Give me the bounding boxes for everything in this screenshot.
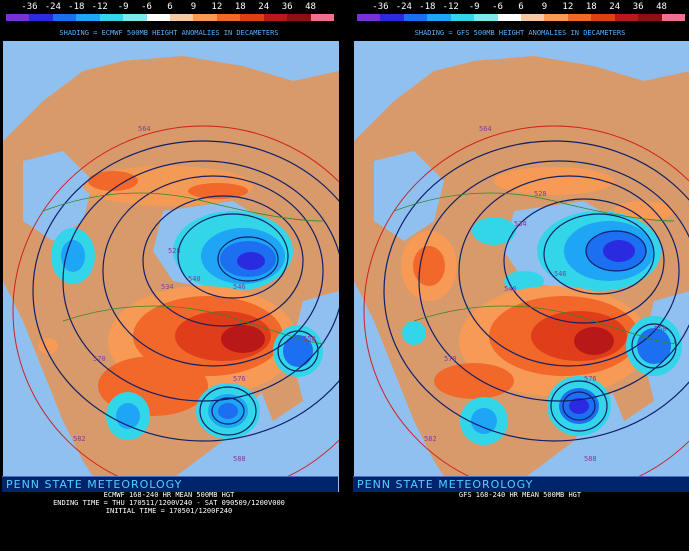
colorbar-tick-label: -12 [442, 2, 459, 12]
colorbar-swatch [497, 14, 522, 21]
colorbar-swatch [146, 14, 171, 21]
colorbar-tick-label: -24 [395, 2, 412, 12]
contour-label: 582 [424, 435, 437, 443]
colorbar-tick-label: 12 [562, 2, 574, 12]
colorbar-tick-label: -9 [468, 2, 480, 12]
ecmwf-map: 528 534 540 546 558 564 570 576 582 588 [2, 40, 340, 493]
contour-label: 576 [584, 375, 597, 383]
colorbar-tick-label: 18 [234, 2, 246, 12]
contour-label: 570 [93, 355, 106, 363]
colorbar-tick-label: 24 [609, 2, 621, 12]
colorbar-swatch [450, 14, 475, 21]
colorbar-tick-label: -18 [419, 2, 436, 12]
contour-label: 570 [444, 355, 457, 363]
colorbar-ticks: -36 -24 -18 -12 -9 -6 6 9 12 18 24 36 48 [351, 2, 689, 12]
colorbar-tick-label: 36 [632, 2, 644, 12]
colorbar-tick-label: -24 [44, 2, 61, 12]
colorbar-tick-label: 12 [211, 2, 223, 12]
contour-label: 534 [514, 220, 527, 228]
colorbar-tick-label: -6 [492, 2, 503, 12]
colorbar-swatch [521, 14, 545, 21]
contour-label: 564 [479, 125, 492, 133]
colorbar-tick-label: 9 [541, 2, 548, 12]
colorbar-tick-label: -9 [117, 2, 129, 12]
colorbar-swatch [240, 14, 265, 21]
colorbar-tick-label: 6 [167, 2, 173, 12]
colorbar-swatch [52, 14, 77, 21]
gfs-map: 528 534 540 546 558 564 570 576 582 588 [353, 40, 689, 493]
caption-initial-time: INITIAL TIME = 170501/1200F240 [105, 507, 233, 515]
ecmwf-anomaly-map: 528 534 540 546 558 564 570 576 582 588 [3, 41, 339, 492]
colorbar-tick-label: -36 [21, 2, 38, 12]
gfs-anomaly-map: 528 534 540 546 558 564 570 576 582 588 [354, 41, 689, 492]
colorbar-swatch [216, 14, 241, 21]
penn-state-banner: PENN STATE METEOROLOGY [353, 476, 689, 492]
contour-label: 558 [654, 325, 667, 333]
contour-label: 582 [73, 435, 86, 443]
colorbar-swatch [427, 14, 452, 21]
colorbar-swatch [544, 14, 569, 21]
colorbar-ticks: -36 -24 -18 -12 -9 -6 6 9 12 18 24 36 48 [0, 2, 338, 12]
colorbar-tick-label: 6 [518, 2, 524, 12]
colorbar-tick-label: 48 [305, 2, 316, 12]
colorbar-tick-label: 24 [258, 2, 270, 12]
colorbar-tick-label: 18 [585, 2, 597, 12]
colorbar-swatch [638, 14, 663, 21]
colorbar-swatch [661, 14, 686, 21]
colorbar-swatch [287, 14, 312, 21]
colorbar-tick-label: -6 [141, 2, 152, 12]
colorbar-swatch [380, 14, 405, 21]
shading-label: SHADING = ECMWF 500MB HEIGHT ANOMALIES I… [59, 29, 279, 37]
colorbar-tick-label: -12 [91, 2, 108, 12]
contour-label: 588 [233, 455, 246, 463]
contour-labels: 528 534 540 546 558 564 570 576 582 588 [73, 125, 316, 463]
colorbar-swatch [357, 14, 381, 21]
caption-model: ECMWF 168-240 HR MEAN 500MB HGT [103, 491, 235, 499]
contour-label: 576 [233, 375, 246, 383]
colorbar-swatch [591, 14, 616, 21]
colorbar-swatch [99, 14, 124, 21]
contour-label: 564 [138, 125, 151, 133]
colorbar-swatch [170, 14, 194, 21]
colorbar-swatch [614, 14, 639, 21]
contour-label: 528 [534, 190, 547, 198]
gfs-panel: -36 -24 -18 -12 -9 -6 6 9 12 18 24 36 48 SHADING = G… [351, 0, 689, 551]
colorbar-swatch [76, 14, 101, 21]
contour-label: 534 [161, 283, 174, 291]
colorbar-tick-label: -36 [372, 2, 389, 12]
colorbar-tick-label: 36 [281, 2, 293, 12]
ecmwf-panel: -36 -24 -18 -12 -9 -6 6 9 12 18 24 36 48 SHADING = E… [0, 0, 340, 551]
anomaly-colorbar: -36 -24 -18 -12 -9 -6 6 9 12 18 24 36 48 [351, 0, 689, 30]
colorbar-swatch [29, 14, 54, 21]
contour-label: 546 [554, 270, 567, 278]
colorbar-tick-label: 48 [656, 2, 667, 12]
contour-label: 528 [168, 247, 181, 255]
contour-label: 540 [188, 275, 201, 283]
penn-state-banner: PENN STATE METEOROLOGY [2, 476, 338, 492]
colorbar-swatch [6, 14, 30, 21]
caption-ending-time: ENDING TIME = THU 170511/1200V240 - SAT … [53, 499, 285, 507]
colorbar-swatch [193, 14, 218, 21]
contour-label: 588 [584, 455, 597, 463]
contour-labels: 528 534 540 546 558 564 570 576 582 588 [424, 125, 667, 463]
contour-label: 558 [303, 335, 316, 343]
colorbar-swatch [310, 14, 335, 21]
caption-model: GFS 168-240 HR MEAN 500MB HGT [458, 491, 582, 499]
colorbar-tick-label: 9 [190, 2, 197, 12]
colorbar-swatch [567, 14, 592, 21]
colorbar-swatch [263, 14, 288, 21]
colorbar-swatch [474, 14, 499, 21]
shading-label: SHADING = GFS 500MB HEIGHT ANOMALIES IN … [414, 29, 626, 37]
anomaly-colorbar: -36 -24 -18 -12 -9 -6 6 9 12 18 24 36 48 [0, 0, 338, 30]
colorbar-tick-label: -18 [68, 2, 85, 12]
colorbar-swatch [123, 14, 148, 21]
contour-label: 546 [233, 283, 246, 291]
colorbar-swatch [403, 14, 428, 21]
contour-label: 540 [504, 285, 517, 293]
